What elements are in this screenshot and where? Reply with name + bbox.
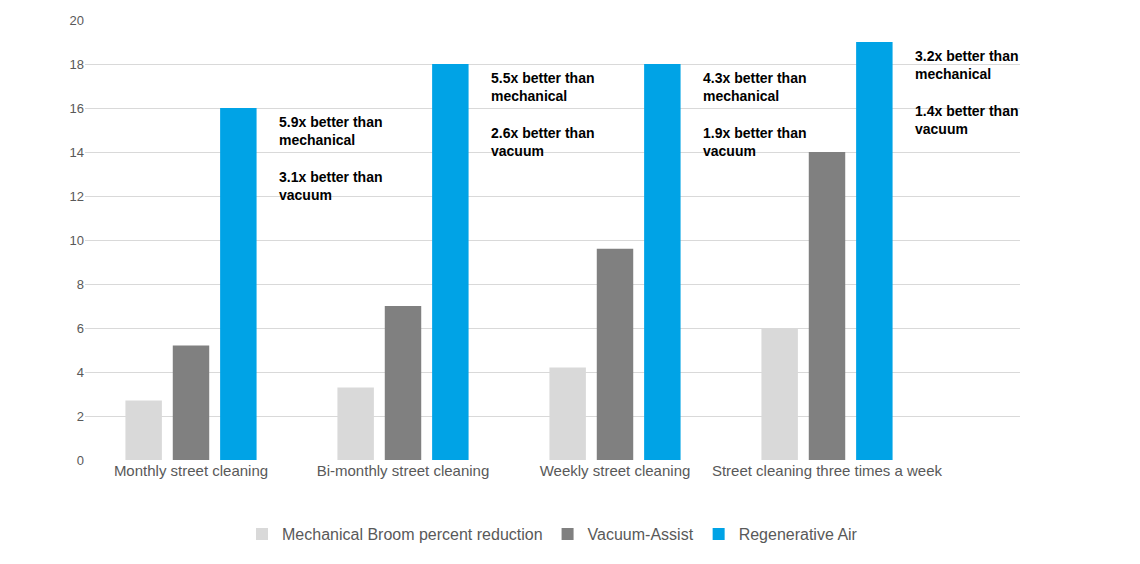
- svg-text:16: 16: [70, 101, 84, 116]
- svg-text:Monthly street cleaning: Monthly street cleaning: [114, 462, 268, 479]
- svg-text:8: 8: [77, 277, 84, 292]
- svg-text:Street cleaning three times a: Street cleaning three times a week: [712, 462, 943, 479]
- svg-text:3.2x better thanmechanical1.4x: 3.2x better thanmechanical1.4x better th…: [915, 48, 1018, 137]
- svg-text:14: 14: [70, 145, 84, 160]
- svg-text:Bi-monthly street cleaning: Bi-monthly street cleaning: [317, 462, 490, 479]
- svg-text:6: 6: [77, 321, 84, 336]
- svg-text:Regenerative Air: Regenerative Air: [739, 526, 858, 543]
- svg-text:20: 20: [70, 13, 84, 28]
- svg-text:Vacuum-Assist: Vacuum-Assist: [588, 526, 694, 543]
- svg-text:Weekly street cleaning: Weekly street cleaning: [540, 462, 691, 479]
- svg-text:12: 12: [70, 189, 84, 204]
- svg-text:18: 18: [70, 57, 84, 72]
- svg-text:4: 4: [77, 365, 84, 380]
- svg-text:10: 10: [70, 233, 84, 248]
- svg-text:5.5x better thanmechanical2.6x: 5.5x better thanmechanical2.6x better th…: [491, 70, 594, 159]
- svg-text:0: 0: [77, 453, 84, 468]
- svg-text:5.9x better thanmechanical3.1x: 5.9x better thanmechanical3.1x better th…: [279, 114, 382, 203]
- svg-text:4.3x better thanmechanical1.9x: 4.3x better thanmechanical1.9x better th…: [703, 70, 806, 159]
- svg-text:Mechanical Broom percent reduc: Mechanical Broom percent reduction: [282, 526, 543, 543]
- svg-text:2: 2: [77, 409, 84, 424]
